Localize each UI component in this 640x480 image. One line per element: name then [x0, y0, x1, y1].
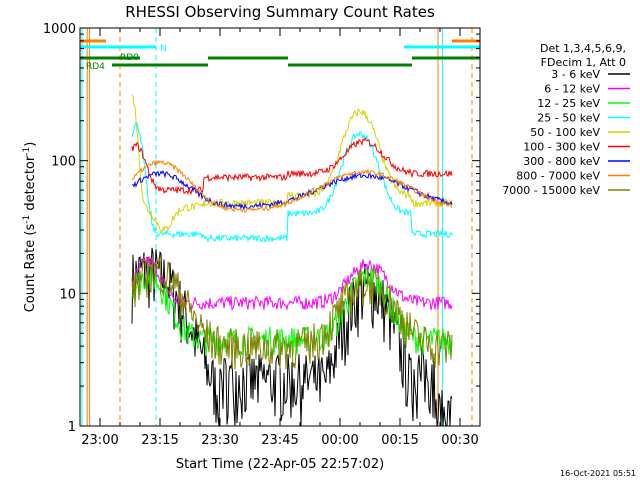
legend-label-0: 3 - 6 keV — [551, 68, 600, 81]
legend: Det 1,3,4,5,6,9,FDecim 1, Att 03 - 6 keV… — [502, 42, 630, 197]
flag-label-rd4: RD4 — [86, 62, 105, 72]
series-line-1 — [131, 255, 453, 311]
legend-label-8: 7000 - 15000 keV — [502, 184, 600, 197]
x-tick-label-5: 00:15 — [381, 433, 418, 448]
legend-label-1: 6 - 12 keV — [544, 83, 600, 96]
legend-label-2: 12 - 25 keV — [537, 97, 600, 110]
x-tick-label-0: 23:00 — [81, 433, 118, 448]
series-line-2 — [131, 264, 453, 358]
y-axis-label-mid: detector — [23, 155, 38, 215]
flag-label-rd0: RD0 — [120, 53, 139, 63]
flag-label-n: N — [160, 44, 167, 54]
series-line-3 — [131, 122, 453, 244]
x-tick-label-2: 23:30 — [201, 433, 238, 448]
x-tick-label-6: 00:30 — [441, 433, 478, 448]
flag-bars: N RD0 RD4 — [80, 39, 480, 72]
y-axis-label-sup1: -1 — [22, 215, 32, 224]
series-line-5 — [131, 136, 453, 196]
y-axis-label-end: ) — [23, 142, 38, 147]
y-tick-label-3: 1000 — [43, 22, 76, 37]
x-tick-label-1: 23:15 — [141, 433, 178, 448]
x-tick-label-4: 00:00 — [321, 433, 358, 448]
legend-label-7: 800 - 7000 keV — [516, 170, 600, 183]
y-axis-label: Count Rate (s-1 detector-1) — [22, 142, 38, 313]
y-axis-label-sup2: -1 — [22, 147, 32, 156]
series-line-4 — [131, 94, 453, 233]
y-tick-label-1: 10 — [59, 287, 76, 302]
chart-title: RHESSI Observing Summary Count Rates — [125, 3, 435, 21]
legend-header-1: FDecim 1, Att 0 — [541, 56, 626, 69]
plot-area: N RD0 RD4 — [80, 28, 480, 427]
x-axis: 23:00 23:15 23:30 23:45 00:00 00:15 00:30 — [79, 28, 481, 448]
legend-header-0: Det 1,3,4,5,6,9, — [540, 42, 626, 55]
y-axis: 1 10 100 1000 — [43, 22, 480, 435]
y-tick-label-0: 1 — [68, 420, 76, 435]
series-line-8 — [131, 257, 453, 370]
legend-label-4: 50 - 100 keV — [530, 126, 600, 139]
x-axis-label: Start Time (22-Apr-05 22:57:02) — [176, 457, 384, 472]
x-tick-label-3: 23:45 — [261, 433, 298, 448]
timestamp: 16-Oct-2021 05:51 — [560, 469, 636, 478]
y-axis-label-main: Count Rate (s — [23, 224, 38, 313]
legend-label-5: 100 - 300 keV — [523, 141, 600, 154]
y-tick-label-2: 100 — [51, 155, 76, 170]
series-line-7 — [131, 159, 453, 213]
legend-label-6: 300 - 800 keV — [523, 155, 600, 168]
series-line-6 — [132, 170, 453, 211]
legend-label-3: 25 - 50 keV — [537, 112, 600, 125]
